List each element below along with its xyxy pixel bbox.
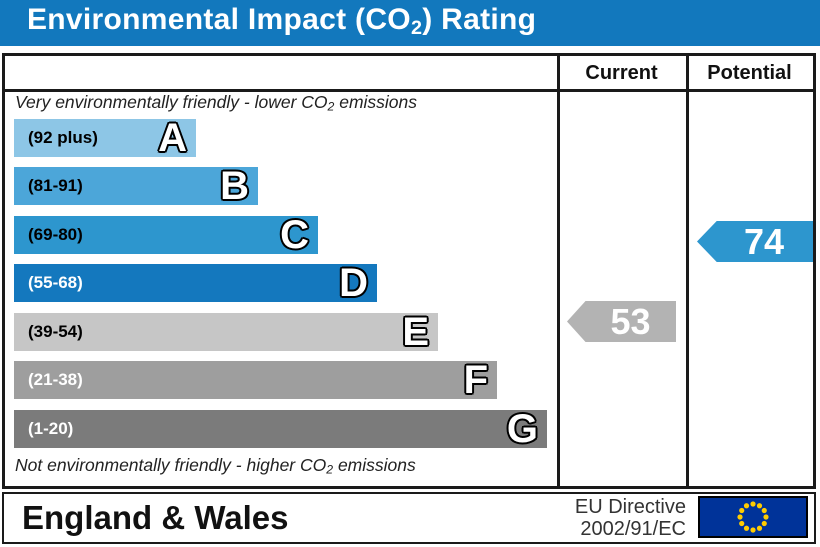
band-row-e: (39-54) E — [14, 310, 438, 354]
potential-rating-arrow: 74 — [697, 221, 813, 262]
footer: England & Wales EU Directive 2002/91/EC — [2, 492, 816, 544]
band-range-label: (55-68) — [28, 273, 83, 292]
band-letter: D — [339, 261, 368, 305]
band-range-label: (81-91) — [28, 176, 83, 195]
table-header-row: Current Potential — [5, 56, 813, 92]
page-title: Environmental Impact (CO2) Rating — [27, 3, 537, 39]
column-divider-current — [557, 56, 560, 486]
region-label: England & Wales — [22, 499, 289, 536]
band-range-label: (69-80) — [28, 225, 83, 244]
band-range-label: (1-20) — [28, 419, 74, 438]
band-letter: F — [463, 358, 488, 402]
column-header-current: Current — [585, 62, 658, 84]
band-row-b: (81-91) B — [14, 164, 258, 208]
current-rating-arrow: 53 — [567, 301, 676, 342]
rating-table: Current Potential Very environmentally f… — [2, 53, 816, 489]
eu-flag-icon — [698, 496, 808, 538]
band-row-f: (21-38) F — [14, 358, 497, 402]
band-range-label: (21-38) — [28, 370, 83, 389]
eu-directive-label: EU Directive 2002/91/EC — [574, 496, 686, 540]
current-rating-value: 53 — [610, 300, 651, 342]
title-co2-subscript: 2 — [410, 16, 423, 39]
column-divider-potential — [686, 56, 689, 486]
top-note: Very environmentally friendly - lower CO… — [15, 92, 418, 114]
band-range-label: (39-54) — [28, 322, 83, 341]
band-row-c: (69-80) C — [14, 213, 318, 257]
band-letter: G — [506, 407, 538, 451]
potential-rating-value: 74 — [743, 220, 785, 262]
title-bar: Environmental Impact (CO2) Rating — [0, 0, 820, 46]
band-row-a: (92 plus) A — [14, 116, 196, 160]
eu-flag-stars — [700, 498, 806, 536]
band-row-d: (55-68) D — [14, 261, 377, 305]
band-letter: E — [402, 310, 429, 354]
band-range-label: (92 plus) — [28, 128, 98, 147]
band-letter: A — [158, 116, 187, 160]
band-letter: B — [220, 164, 249, 208]
bottom-note: Not environmentally friendly - higher CO… — [15, 455, 416, 477]
column-header-potential: Potential — [707, 62, 792, 84]
band-row-g: (1-20) G — [14, 407, 547, 451]
band-letter: C — [280, 213, 309, 257]
